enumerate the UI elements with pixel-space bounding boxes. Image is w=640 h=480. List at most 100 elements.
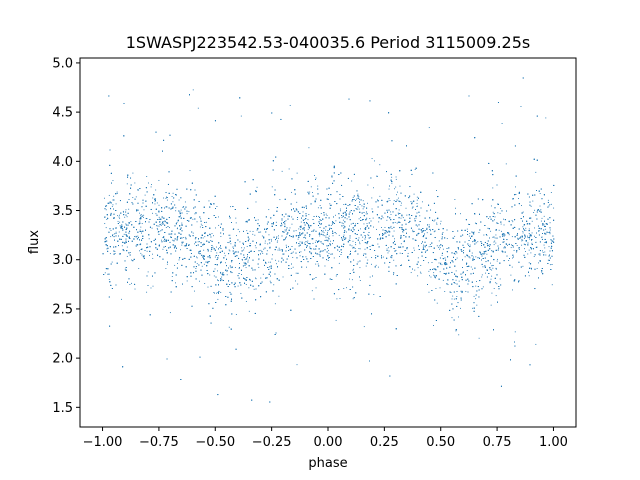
data-point [359, 280, 361, 281]
data-point [510, 274, 512, 276]
data-point [247, 259, 249, 261]
data-point [502, 235, 503, 237]
data-point [214, 292, 216, 294]
data-point [391, 182, 393, 184]
data-point [436, 302, 438, 304]
data-point [387, 200, 389, 202]
data-point [177, 220, 179, 222]
data-point [318, 216, 320, 218]
data-point [521, 244, 523, 246]
data-point [154, 198, 156, 199]
data-point [244, 259, 246, 261]
data-point [420, 272, 422, 274]
data-point [358, 208, 360, 210]
data-point [536, 246, 538, 248]
data-point [524, 238, 525, 239]
data-point [545, 228, 547, 230]
data-point [297, 283, 299, 285]
data-point [351, 279, 353, 281]
data-point [283, 216, 285, 218]
data-point [156, 202, 158, 204]
data-point [407, 252, 409, 254]
data-point [394, 221, 396, 223]
data-point [539, 254, 541, 256]
data-point [255, 247, 257, 249]
data-point [534, 227, 536, 229]
data-point [522, 239, 524, 241]
data-point [315, 177, 317, 179]
data-point [442, 248, 444, 250]
data-point [373, 226, 374, 228]
data-point [491, 269, 493, 271]
data-point [416, 199, 418, 201]
data-point [475, 285, 477, 287]
data-point [125, 223, 127, 225]
data-point [503, 235, 505, 237]
data-point [152, 212, 154, 214]
data-point [282, 276, 284, 278]
data-point [438, 246, 440, 248]
data-point [413, 247, 415, 249]
data-point [530, 267, 532, 269]
data-point [335, 233, 337, 235]
data-point [497, 212, 499, 214]
data-point [473, 295, 475, 297]
data-point [460, 307, 461, 309]
data-point [199, 226, 201, 228]
data-point [166, 263, 168, 265]
data-point [264, 242, 266, 244]
data-point [144, 194, 146, 196]
data-point [357, 261, 359, 263]
data-point [304, 219, 306, 220]
data-point [246, 245, 248, 247]
data-point [175, 282, 176, 284]
data-point [347, 257, 349, 259]
data-point [234, 267, 236, 268]
data-point [522, 265, 524, 267]
data-point [111, 261, 113, 263]
data-point [331, 176, 333, 178]
data-point [309, 191, 311, 193]
data-point [158, 225, 160, 227]
data-point [495, 295, 497, 297]
data-point [547, 259, 549, 261]
data-point [295, 280, 296, 282]
data-point [533, 212, 535, 214]
data-point [299, 255, 301, 257]
data-point [439, 287, 441, 289]
data-point [303, 206, 305, 208]
data-point [231, 293, 233, 295]
data-point [398, 246, 400, 248]
data-point [421, 201, 423, 203]
data-point [440, 220, 442, 222]
data-point [156, 227, 158, 229]
data-point [123, 233, 125, 235]
data-point [162, 217, 164, 219]
data-point [359, 241, 361, 243]
data-point [430, 276, 432, 278]
data-point [492, 236, 494, 238]
data-point [312, 192, 313, 193]
data-point [500, 208, 502, 209]
data-point [386, 248, 388, 250]
data-point [416, 202, 418, 204]
data-point [139, 212, 140, 214]
data-point [139, 215, 141, 217]
data-point [196, 257, 198, 259]
data-point [311, 290, 313, 292]
data-point [327, 247, 328, 249]
data-point [469, 257, 471, 259]
data-point [126, 183, 128, 185]
data-point [339, 250, 341, 252]
data-point [277, 249, 279, 251]
data-point [512, 257, 513, 259]
data-point [358, 218, 360, 220]
data-point [106, 205, 108, 207]
data-point [196, 263, 198, 265]
data-point [207, 261, 209, 263]
data-point [281, 251, 283, 252]
data-point [472, 307, 474, 309]
data-point [186, 243, 188, 245]
data-point [465, 290, 467, 292]
